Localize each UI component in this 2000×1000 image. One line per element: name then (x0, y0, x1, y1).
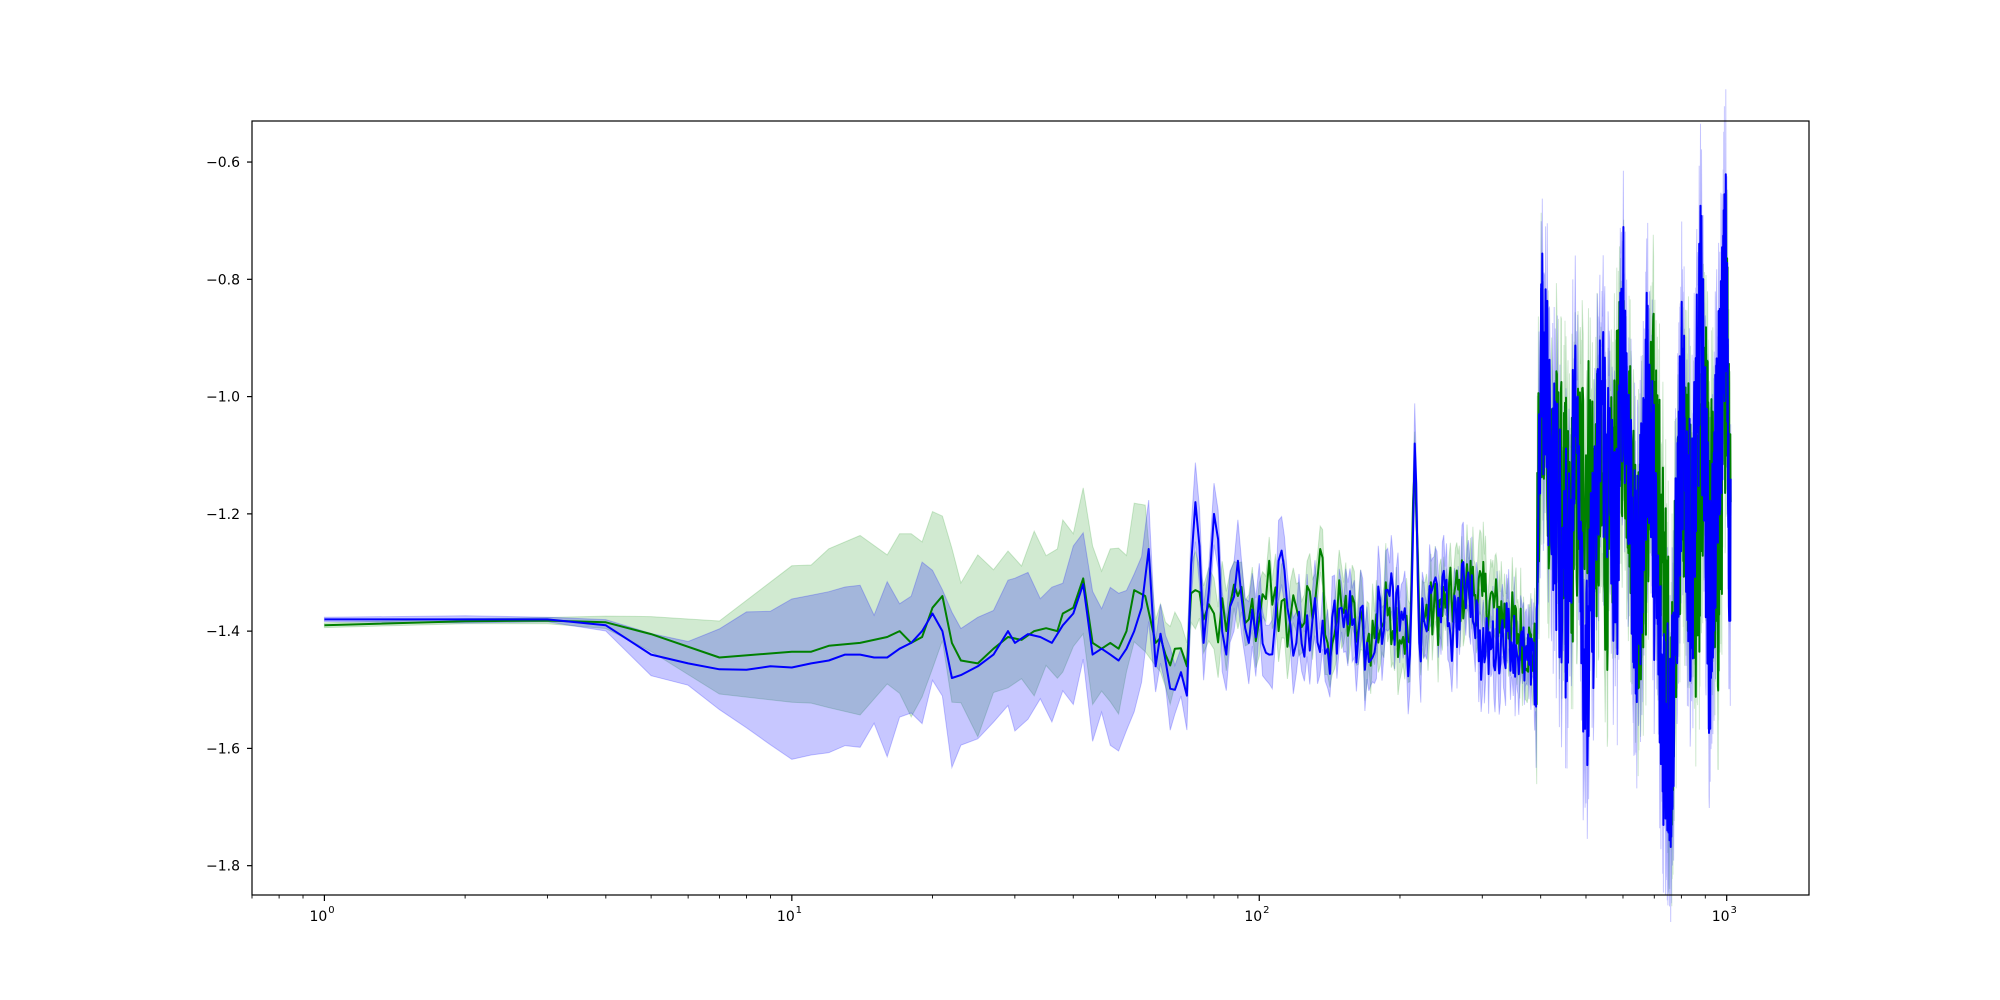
x-tick-exponent: 1 (796, 905, 802, 916)
y-tick-label: −1.8 (206, 859, 240, 875)
x-tick-exponent: 2 (1263, 905, 1269, 916)
y-tick-label: −1.2 (206, 507, 240, 523)
series-lines (324, 173, 1732, 848)
series-line-blue (324, 173, 1732, 848)
y-tick-label: −1.0 (206, 390, 240, 406)
x-tick-label: 10 (1712, 909, 1730, 925)
x-tick-label: 10 (1244, 909, 1262, 925)
x-tick-exponent: 3 (1731, 905, 1737, 916)
x-tick-exponent: 0 (328, 905, 334, 916)
y-tick-label: −0.6 (206, 155, 240, 171)
plot-frame (251, 120, 1810, 896)
y-tick-label: −1.4 (206, 624, 240, 640)
axes: −0.6−0.8−1.0−1.2−1.4−1.6−1.810 0 10 1 10 2 10 3 (206, 155, 1737, 925)
x-tick-label: 10 (777, 909, 795, 925)
y-tick-label: −1.6 (206, 741, 240, 757)
x-tick-label: 10 (309, 909, 327, 925)
y-tick-label: −0.8 (206, 272, 240, 288)
